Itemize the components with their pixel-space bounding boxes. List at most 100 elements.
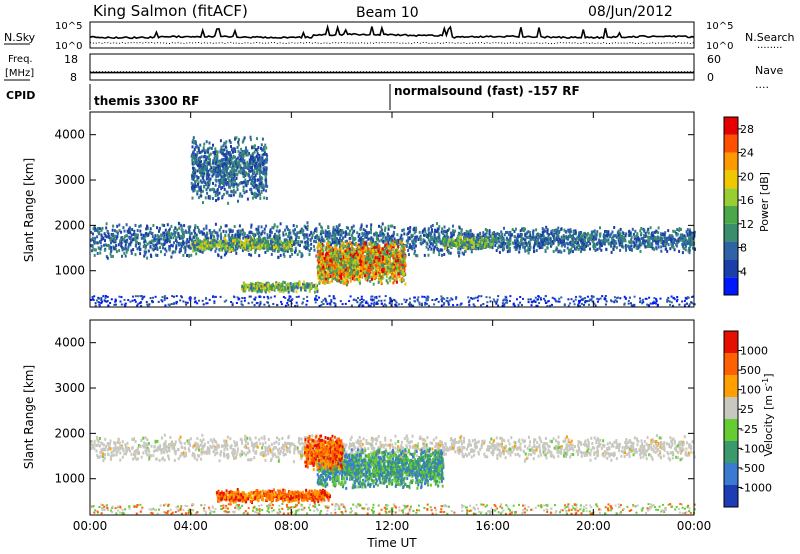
power-scatter-point [317,271,319,275]
power-scatter-point [585,234,588,238]
power-scatter-point [571,240,574,244]
power-scatter-point [229,249,232,253]
power-scatter-point [331,237,334,241]
power-scatter-point [364,229,367,233]
power-scatter-point [191,244,194,248]
power-scatter-point [317,235,320,239]
power-scatter-point [399,238,402,242]
power-scatter-point [310,286,313,290]
power-scatter-point [667,238,670,242]
power-scatter-point [278,289,281,293]
power-scatter-point [365,264,368,268]
power-scatter-point [630,235,633,239]
power-scatter-point [360,243,363,247]
power-scatter-point [282,241,285,245]
power-scatter-point [403,259,406,263]
power-scatter-point [607,241,610,245]
power-scatter-point [244,240,247,244]
power-scatter-point [546,237,549,241]
power-scatter-point [265,241,268,245]
power-scatter-point [584,232,587,236]
power-scatter-point [387,257,389,261]
power-scatter-point [397,254,400,258]
power-scatter-point [337,228,340,232]
power-scatter-point [97,246,100,250]
power-scatter-point [139,224,142,228]
power-scatter-point [270,252,273,256]
power-scatter-point [603,240,606,244]
power-scatter-point [384,239,387,243]
power-scatter-point [129,231,132,235]
power-scatter-point [178,250,181,254]
power-scatter-point [520,239,522,243]
power-scatter-point [486,229,489,232]
power-scatter-point [388,249,391,253]
power-scatter-point [349,265,351,269]
power-scatter-point [363,267,366,271]
power-scatter-point [266,247,269,251]
power-scatter-point [151,239,154,243]
power-scatter-point [679,238,682,242]
power-scatter-point [230,239,232,243]
power-scatter-point [275,234,278,238]
power-scatter-point [364,265,367,268]
power-scatter-point [511,241,514,245]
power-scatter-point [519,229,522,233]
power-scatter-point [295,241,298,245]
power-scatter-point [374,245,377,249]
power-scatter-point [508,243,511,247]
power-scatter-point [359,271,362,275]
power-scatter-point [259,246,262,250]
power-scatter-point [105,222,108,226]
power-scatter-point [331,251,334,255]
power-scatter-point [116,231,119,235]
power-scatter-point [92,227,95,231]
power-scatter-point [640,226,643,230]
power-scatter-point [213,229,216,233]
power-scatter-point [356,231,359,235]
power-scatter-point [345,282,348,286]
power-scatter-point [622,245,625,249]
power-scatter-point [322,239,325,243]
power-scatter-point [224,248,227,252]
power-scatter-point [244,289,247,293]
power-scatter-point [220,236,223,240]
power-scatter-point [307,247,310,251]
power-scatter-point [342,281,345,285]
power-scatter-point [370,236,373,240]
power-scatter-point [552,232,555,236]
power-scatter-point [251,285,254,289]
power-scatter-point [327,246,330,250]
power-scatter-point [436,246,439,250]
power-scatter-point [234,241,237,245]
power-scatter-point [144,252,147,256]
power-scatter-point [358,254,361,258]
nsky-panel: N.Sky 10^5 10^0 10^5 10^0 N.Search .....… [4,21,795,52]
power-scatter-point [99,227,102,231]
power-scatter-point [318,271,321,274]
power-scatter-point [630,238,633,242]
power-scatter-point [314,236,317,240]
power-scatter-point [344,272,347,276]
power-scatter-point [234,245,237,249]
power-scatter-point [319,240,322,244]
power-scatter-point [331,275,334,279]
power-scatter-point [324,234,327,238]
power-scatter-point [342,255,345,259]
power-scatter-point [182,253,185,257]
power-scatter-point [649,226,652,230]
power-scatter-point [103,232,106,236]
power-scatter-point [177,221,180,225]
power-scatter-point [347,226,349,230]
power-scatter-point [657,226,660,230]
power-scatter-point [687,239,690,243]
power-scatter-point [351,274,354,278]
power-scatter-point [293,282,296,286]
power-scatter-point [587,243,589,247]
power-scatter-point [274,241,277,245]
power-scatter-point [99,247,102,251]
power-scatter-point [329,275,332,278]
power-scatter-point [334,249,337,253]
power-scatter-point [336,276,339,280]
